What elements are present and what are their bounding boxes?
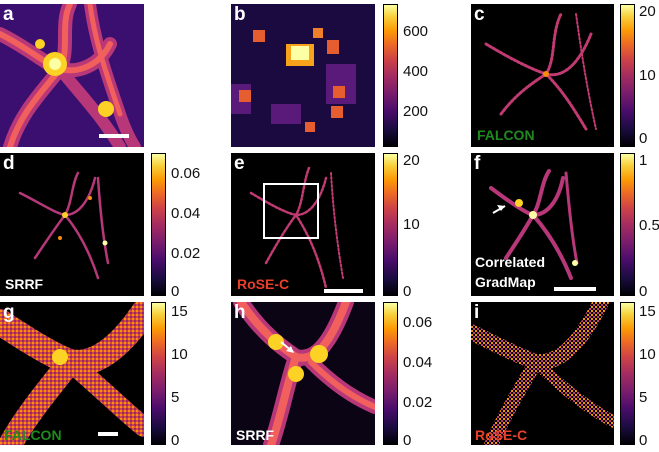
colorbar-d [151, 153, 166, 296]
colorbar-h-tick-006: 0.06 [403, 314, 433, 331]
panel-b-image: b [231, 4, 375, 147]
panel-e-method-label: RoSE-C [237, 276, 290, 292]
colorbar-d-tick-006: 0.06 [171, 165, 201, 182]
panel-a-image: a [0, 4, 144, 147]
panel-f-image: f Correlated GradMap [471, 153, 614, 296]
colorbar-b-tick-600: 600 [403, 23, 429, 40]
colorbar-h [383, 302, 398, 445]
panel-e-image: e RoSE-C [231, 153, 375, 296]
panel-i-label: i [474, 302, 480, 323]
panel-e-label: e [234, 153, 245, 174]
colorbar-g-tick-15: 15 [171, 303, 188, 320]
colorbar-c-tick-10: 10 [639, 67, 656, 84]
panel-c-filaments [484, 12, 597, 131]
panel-f-method-line2: GradMap [475, 274, 536, 290]
colorbar-c-tick-0: 0 [639, 130, 648, 147]
colorbar-d-tick-0: 0 [171, 283, 180, 300]
colorbar-h-tick-002: 0.02 [403, 394, 433, 411]
colorbar-g [151, 302, 166, 445]
panel-e-zoom-box [263, 183, 319, 239]
panel-a-label: a [3, 4, 14, 25]
panel-g-image: g FALCON [0, 302, 144, 445]
panel-b-emitters [231, 4, 375, 147]
panel-a-scale-bar [99, 134, 129, 138]
panel-i-image: i RoSE-C [471, 302, 614, 445]
colorbar-i-tick-5: 5 [639, 389, 648, 406]
panel-d-method-label: SRRF [5, 276, 44, 292]
colorbar-c-tick-20: 20 [639, 3, 656, 20]
panel-h-image: h SRRF [231, 302, 375, 445]
colorbar-h-tick-0: 0 [403, 432, 412, 449]
panel-g-scale-bar [98, 432, 118, 436]
colorbar-d-tick-002: 0.02 [171, 245, 201, 262]
colorbar-i-tick-10: 10 [639, 346, 656, 363]
panel-d-image: d SRRF [0, 153, 144, 296]
panel-c-method-label: FALCON [477, 127, 535, 143]
panel-e-filaments [249, 166, 344, 290]
colorbar-b-tick-200: 200 [403, 103, 429, 120]
panel-d-label: d [3, 153, 15, 174]
panel-i-filaments [471, 302, 614, 445]
panel-f-scale-bar [554, 287, 596, 291]
colorbar-g-tick-10: 10 [171, 346, 188, 363]
colorbar-f-tick-1: 1 [639, 152, 648, 169]
panel-f-label: f [474, 153, 481, 174]
colorbar-i-tick-0: 0 [639, 432, 648, 449]
colorbar-e-tick-10: 10 [403, 216, 420, 233]
panel-g-label: g [3, 302, 15, 323]
panel-d-filaments [18, 171, 110, 280]
panel-e-scale-bar [324, 289, 363, 293]
colorbar-i [620, 302, 635, 445]
colorbar-f-tick-0: 0 [639, 283, 648, 300]
colorbar-e [383, 153, 398, 296]
colorbar-d-tick-004: 0.04 [171, 205, 201, 222]
panel-g-filaments [0, 302, 144, 445]
panel-h-method-label: SRRF [236, 427, 275, 443]
panel-c-image: c FALCON [471, 4, 614, 147]
colorbar-g-tick-5: 5 [171, 389, 180, 406]
colorbar-b-tick-400: 400 [403, 63, 429, 80]
colorbar-i-tick-15: 15 [639, 303, 656, 320]
panel-h-label: h [234, 302, 246, 323]
colorbar-h-tick-004: 0.04 [403, 354, 433, 371]
panel-c-label: c [474, 4, 485, 25]
panel-f-filaments [489, 169, 579, 280]
colorbar-f [620, 153, 635, 296]
colorbar-g-tick-0: 0 [171, 432, 180, 449]
colorbar-f-tick-05: 0.5 [639, 217, 659, 234]
colorbar-b [383, 4, 398, 147]
colorbar-e-tick-20: 20 [403, 152, 420, 169]
panel-h-filaments [231, 302, 375, 445]
panel-g-method-label: FALCON [4, 427, 62, 443]
colorbar-c [620, 4, 635, 147]
colorbar-e-tick-0: 0 [403, 283, 412, 300]
panel-b-label: b [234, 4, 246, 25]
panel-i-method-label: RoSE-C [475, 427, 528, 443]
panel-a-filaments [0, 4, 144, 147]
panel-f-method-line1: Correlated [475, 254, 546, 270]
